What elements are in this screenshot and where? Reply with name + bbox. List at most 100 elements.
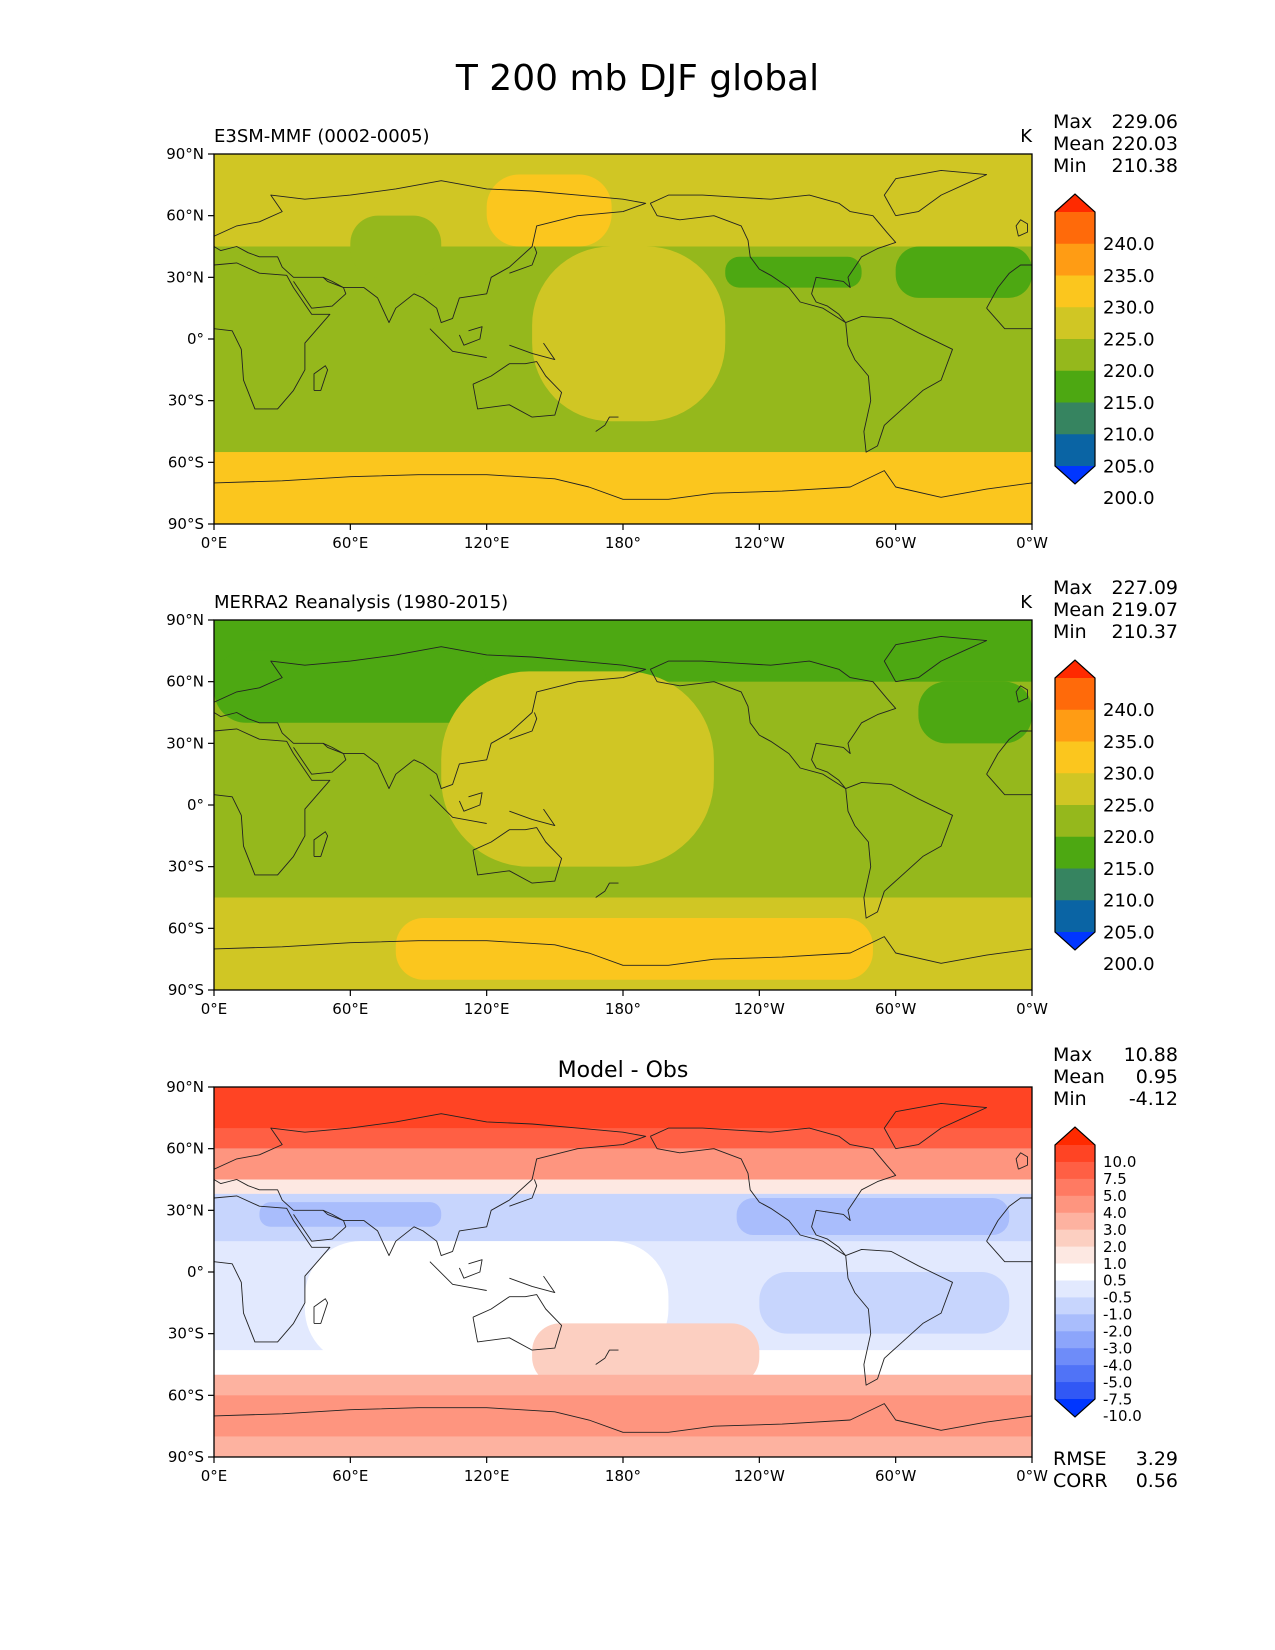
y-tick-label: 90°S (168, 1448, 204, 1466)
colorbar-tick-label: 220.0 (1103, 361, 1155, 382)
coastline (429, 794, 487, 824)
field-region (214, 1087, 1032, 1129)
coastline (429, 328, 487, 358)
colorbar-segment (1055, 678, 1095, 711)
colorbar-segment (1055, 709, 1095, 742)
stat-label-mean: Mean (1053, 1066, 1105, 1088)
colorbar-segment (1055, 1331, 1095, 1349)
stat-value-mean: 0.95 (1136, 1066, 1178, 1088)
coastline (595, 1349, 619, 1365)
coastline (986, 264, 1032, 309)
field-region (214, 1148, 1032, 1180)
colorbar-tick-label: -3.0 (1103, 1339, 1132, 1357)
colorbar-tick-label: 240.0 (1103, 700, 1155, 721)
field-region (395, 918, 873, 980)
x-tick-label: 0°W (1016, 534, 1048, 552)
colorbar-segment (1055, 773, 1095, 806)
colorbar-segment (1055, 1229, 1095, 1248)
field-region (486, 174, 612, 247)
coastline (1015, 1152, 1028, 1170)
colorbar-segment (1055, 1365, 1095, 1383)
colorbar-tick-label: 210.0 (1103, 425, 1155, 446)
x-tick-label: 0°W (1016, 1467, 1048, 1485)
colorbar-tick-label: 215.0 (1103, 393, 1155, 414)
colorbar-tick-label: -10.0 (1103, 1407, 1142, 1425)
coastline (313, 1298, 329, 1324)
coastline (883, 169, 988, 217)
colorbar-tick-label: -4.0 (1103, 1356, 1132, 1374)
colorbar-extend-bottom (1055, 466, 1095, 484)
colorbar-segment (1055, 900, 1095, 933)
x-tick-label: 0°W (1016, 1000, 1048, 1018)
colorbar-segment (1055, 243, 1095, 276)
x-tick-label: 180° (605, 1000, 641, 1018)
x-tick-label: 60°E (332, 534, 368, 552)
colorbar-tick-label: 210.0 (1103, 891, 1155, 912)
colorbar-segment (1055, 339, 1095, 372)
coastline (649, 1127, 897, 1257)
colorbar-tick-label: 5.0 (1103, 1187, 1127, 1205)
colorbar-segment (1055, 1161, 1095, 1180)
coastline (509, 808, 556, 827)
coastline (845, 781, 953, 919)
x-tick-label: 60°E (332, 1000, 368, 1018)
colorbar-extend-top (1055, 194, 1095, 212)
y-tick-label: 90°N (166, 611, 204, 629)
x-tick-label: 120°W (734, 534, 785, 552)
chart-panel-reference: 0°E 60°E 120°E 180° 120°W 60°W 0°W 90°N 60°N 30°N… (166, 577, 1178, 1018)
coastline (214, 1403, 1032, 1433)
colorbar-tick-label: 3.0 (1103, 1221, 1127, 1239)
x-tick-label: 60°W (875, 1467, 917, 1485)
panel-title: Model - Obs (558, 1058, 689, 1083)
coastline (595, 882, 619, 898)
field-region (736, 1198, 1010, 1235)
colorbar-tick-label: -0.5 (1103, 1289, 1132, 1307)
field-region (214, 154, 1032, 247)
coastline (472, 361, 563, 418)
field-region (214, 452, 1032, 524)
y-tick-label: 60°S (168, 919, 204, 937)
coastline (214, 470, 1032, 500)
coastline (214, 180, 647, 324)
colorbar-segment (1055, 836, 1095, 869)
colorbar: 240.0 235.0 230.0 225.0 220.0 215.0 210.0 205.0… (1054, 659, 1155, 975)
colorbar-segment (1055, 1314, 1095, 1332)
colorbar: 10.07.55.04.03.02.01.00.5-0.5-1.0-2.0-3.… (1054, 1126, 1142, 1425)
colorbar-tick-label: 230.0 (1103, 764, 1155, 785)
x-tick-label: 120°W (734, 1000, 785, 1018)
y-tick-label: 60°N (166, 673, 204, 691)
coastline (472, 1294, 563, 1351)
stat-value-min: 210.38 (1112, 155, 1178, 177)
y-tick-label: 60°N (166, 1140, 204, 1158)
colorbar-segment (1055, 370, 1095, 403)
colorbar-tick-label: 200.0 (1103, 954, 1155, 975)
colorbar-segment (1055, 1382, 1095, 1400)
coastline (214, 728, 331, 876)
field-region (532, 1323, 760, 1386)
coastline (986, 773, 1032, 796)
x-tick-label: 0°E (201, 534, 228, 552)
stat-label-max: Max (1053, 1044, 1092, 1066)
stat-value-max: 10.88 (1124, 1044, 1178, 1066)
colorbar-segment (1055, 212, 1095, 245)
stat-value-max: 227.09 (1112, 577, 1178, 599)
panel-title: MERRA2 Reanalysis (1980-2015) (214, 592, 508, 613)
colorbar-extend-bottom (1055, 932, 1095, 950)
y-tick-label: 90°N (166, 145, 204, 163)
coastline (458, 326, 483, 346)
coastline (1015, 685, 1028, 703)
colorbar-tick-label: -2.0 (1103, 1323, 1132, 1341)
colorbar-extend-top (1055, 660, 1095, 678)
y-tick-label: 30°S (168, 858, 204, 876)
coastline (472, 827, 563, 884)
coastline (845, 315, 953, 453)
y-tick-label: 90°S (168, 515, 204, 533)
stat-label-min: Min (1053, 621, 1087, 643)
x-tick-label: 120°E (464, 534, 510, 552)
stat-label-mean: Mean (1053, 599, 1105, 621)
coastline (883, 635, 988, 683)
coastline (429, 1261, 487, 1291)
coastline (214, 936, 1032, 966)
chart-panel-difference: 0°E 60°E 120°E 180° 120°W 60°W 0°W 90°N 60°N 30°N… (166, 1044, 1178, 1492)
colorbar-tick-label: -5.0 (1103, 1373, 1132, 1391)
